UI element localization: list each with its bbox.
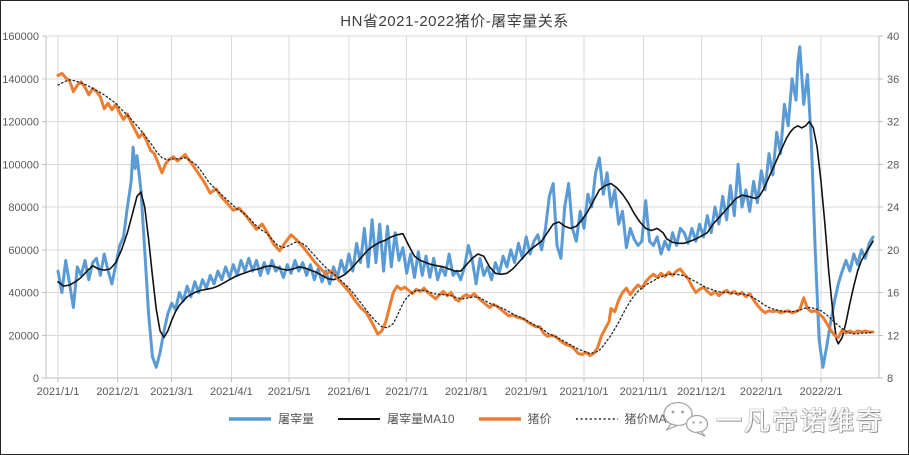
left-axis-tick-label: 20000 — [8, 330, 39, 342]
legend-label: 屠宰量 — [278, 412, 315, 426]
right-axis-tick-label: 12 — [887, 330, 899, 342]
series-line-pig-price-ma10 — [57, 79, 874, 355]
legend-label: 屠宰量MA10 — [387, 412, 455, 426]
right-axis-tick-label: 8 — [887, 373, 893, 385]
x-axis-tick-label: 2021/2/1 — [96, 386, 139, 398]
watermark-text: 一凡帝诺维奇 — [715, 405, 884, 436]
x-axis-tick-label: 2022/2/1 — [800, 386, 843, 398]
legend-label: 猪价 — [527, 412, 552, 426]
legend-marker-slaughter-volume — [229, 416, 272, 421]
left-axis-tick-label: 80000 — [8, 202, 39, 214]
x-axis-tick-label: 2021/8/1 — [445, 386, 488, 398]
series-line-slaughter-volume-ma10 — [57, 120, 874, 345]
left-axis-tick-label: 40000 — [8, 288, 39, 300]
right-axis-tick-label: 40 — [887, 31, 899, 43]
x-axis-tick-label: 2021/4/1 — [210, 386, 253, 398]
right-axis-tick-label: 16 — [887, 288, 899, 300]
x-axis-tick-label: 2021/7/1 — [385, 386, 428, 398]
legend-marker-pig-price-ma10 — [575, 417, 618, 420]
right-axis-tick-label: 32 — [887, 117, 899, 129]
x-axis-tick-label: 2021/12/1 — [677, 386, 726, 398]
wechat-icon — [663, 401, 709, 437]
left-axis-tick-label: 100000 — [2, 159, 39, 171]
x-axis-tick-label: 2021/9/1 — [505, 386, 548, 398]
legend-item-pig-price: 猪价 — [478, 410, 552, 427]
right-axis-tick-label: 36 — [887, 74, 899, 86]
series-line-pig-price — [56, 71, 875, 358]
left-axis-tick-label: 60000 — [8, 245, 39, 257]
x-axis-tick-label: 2022/1/1 — [740, 386, 783, 398]
chart-title: HN省2021-2022猪价-屠宰量关系 — [340, 13, 569, 30]
watermark: 一凡帝诺维奇 — [661, 400, 884, 438]
x-axis-tick-label: 2021/5/1 — [268, 386, 311, 398]
left-axis-tick-label: 160000 — [2, 31, 39, 43]
x-axis-tick-label: 2021/10/1 — [560, 386, 609, 398]
x-axis-tick-label: 2021/1/1 — [37, 386, 80, 398]
legend-item-slaughter-volume-ma10: 屠宰量MA10 — [338, 410, 455, 427]
x-axis-tick-label: 2021/6/1 — [328, 386, 371, 398]
legend-item-slaughter-volume: 屠宰量 — [229, 410, 314, 427]
legend-marker-pig-price — [478, 416, 521, 421]
left-axis-tick-label: 120000 — [2, 117, 39, 129]
chart-legend: 屠宰量 屠宰量MA10 猪价 猪价MA10 — [1, 410, 908, 427]
x-axis-tick-label: 2021/11/1 — [620, 386, 668, 398]
left-axis-tick-label: 0 — [33, 373, 39, 385]
right-axis-tick-label: 24 — [887, 202, 899, 214]
right-axis-tick-label: 20 — [887, 245, 899, 257]
x-axis-tick-label: 2021/3/1 — [150, 386, 193, 398]
legend-marker-slaughter-volume-ma10 — [338, 417, 381, 420]
left-axis-tick-label: 140000 — [2, 74, 39, 86]
right-axis-tick-label: 28 — [887, 159, 899, 171]
